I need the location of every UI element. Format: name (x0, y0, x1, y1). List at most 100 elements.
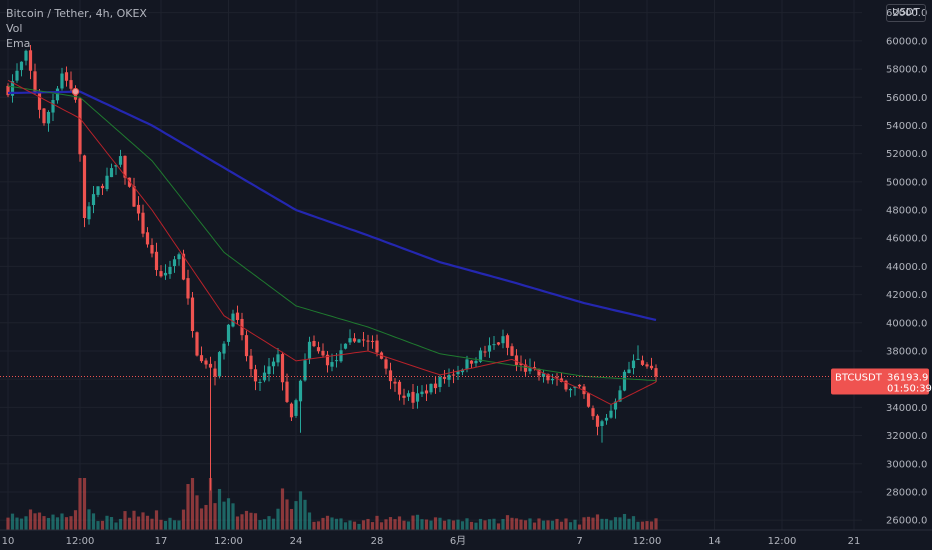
candle-body (510, 346, 514, 356)
price-tick-label: 32000.0 (886, 431, 927, 442)
candle-body (456, 371, 460, 375)
price-tag-value: 36193.9 (887, 372, 928, 383)
volume-bar (37, 512, 42, 530)
candle-body (519, 363, 523, 366)
candle-body (492, 344, 496, 346)
volume-bar (330, 517, 334, 530)
candle-body (613, 401, 618, 410)
candle-body (604, 417, 609, 421)
volume-bar (294, 501, 298, 530)
candle-body (591, 408, 595, 417)
candle-body (573, 386, 577, 389)
candle-body (267, 366, 271, 374)
time-tick-label: 6月 (450, 535, 466, 547)
candle-body (285, 381, 289, 402)
candle-body (334, 360, 339, 362)
volume-bar (546, 520, 550, 530)
volume-bar (181, 509, 186, 530)
candle-body (91, 194, 96, 206)
candle-body (411, 391, 415, 403)
volume-bar (469, 521, 474, 530)
volume-bar (555, 518, 559, 530)
volume-bar (204, 504, 208, 530)
time-axis[interactable]: 10 12:00 17 12:00 24 28 6月 7 12:00 14 12:00 21 (0, 529, 932, 547)
volume-bar (87, 509, 91, 530)
time-tick-label: 7 (576, 536, 582, 547)
volume-bar (276, 508, 280, 530)
time-tick-label: 28 (371, 536, 384, 547)
volume-bar (33, 513, 37, 530)
time-tick-label: 12:00 (214, 536, 243, 547)
volume-bar (411, 515, 415, 530)
candle-body (564, 380, 568, 390)
time-tick-label: 12:00 (768, 536, 797, 547)
volume-bar (55, 517, 60, 530)
volume-bar (514, 518, 519, 530)
volume-bar (267, 516, 271, 530)
volume-bar (307, 512, 312, 530)
candle-body (442, 376, 447, 379)
volume-bar (15, 517, 19, 530)
volume-bar (537, 518, 541, 530)
volume-bar (114, 522, 118, 530)
overlays (0, 87, 862, 377)
volume-bar (483, 520, 487, 530)
candle-body (555, 377, 559, 379)
candle-body (222, 343, 226, 354)
candle-body (330, 362, 334, 367)
candle-body (235, 312, 240, 321)
volume-bar (451, 520, 456, 530)
volume-bar (618, 517, 622, 530)
volume-bar (388, 517, 393, 530)
currency-button[interactable]: USDT (886, 4, 926, 22)
candle-body (172, 259, 177, 267)
price-tick-label: 60000.0 (886, 36, 927, 47)
volume-bar (528, 518, 532, 530)
time-tick-label: 24 (290, 536, 303, 547)
candle-body (537, 368, 541, 376)
volume-bar (271, 518, 276, 530)
candle-body (69, 80, 73, 89)
volume-bar (397, 516, 402, 530)
price-axis[interactable]: 26000.028000.030000.032000.034000.036000… (886, 8, 927, 526)
candle-body (343, 343, 348, 349)
volume-bar (505, 515, 510, 530)
volume-bar (492, 518, 496, 530)
candle-body (609, 410, 613, 418)
candle-body (118, 156, 123, 165)
price-tick-label: 30000.0 (886, 459, 927, 470)
volume-bar (222, 501, 226, 530)
candle-body (226, 324, 231, 342)
price-tick-label: 28000.0 (886, 487, 927, 498)
legend-symbol[interactable]: Bitcoin / Tether, 4h, OKEX (6, 7, 147, 20)
candle-body (213, 368, 217, 377)
candle-body (132, 186, 136, 207)
candle-body (384, 359, 388, 369)
candle-body (420, 391, 424, 395)
legend-ema[interactable]: Ema (6, 37, 31, 50)
candle-body (87, 206, 91, 220)
candle-body (231, 313, 235, 327)
candle-body (627, 369, 631, 374)
candle-body (631, 360, 636, 369)
candle-body (321, 350, 325, 356)
candle-body (208, 363, 213, 368)
price-tick-label: 26000.0 (886, 516, 927, 527)
candle-body (361, 339, 366, 341)
volume-bar (622, 513, 627, 530)
price-tick-label: 38000.0 (886, 346, 927, 357)
candle-body (51, 99, 55, 113)
candle-body (586, 393, 591, 407)
volume-bar (393, 519, 397, 530)
volume-bar (6, 517, 10, 530)
candle-body (415, 393, 420, 402)
candle-body (474, 360, 478, 364)
legend-vol[interactable]: Vol (6, 22, 23, 35)
time-tick-label: 10 (2, 536, 15, 547)
volume-bar (406, 521, 411, 530)
volume-bar (195, 495, 199, 530)
candle-body (109, 168, 114, 178)
candle-body (24, 50, 28, 61)
